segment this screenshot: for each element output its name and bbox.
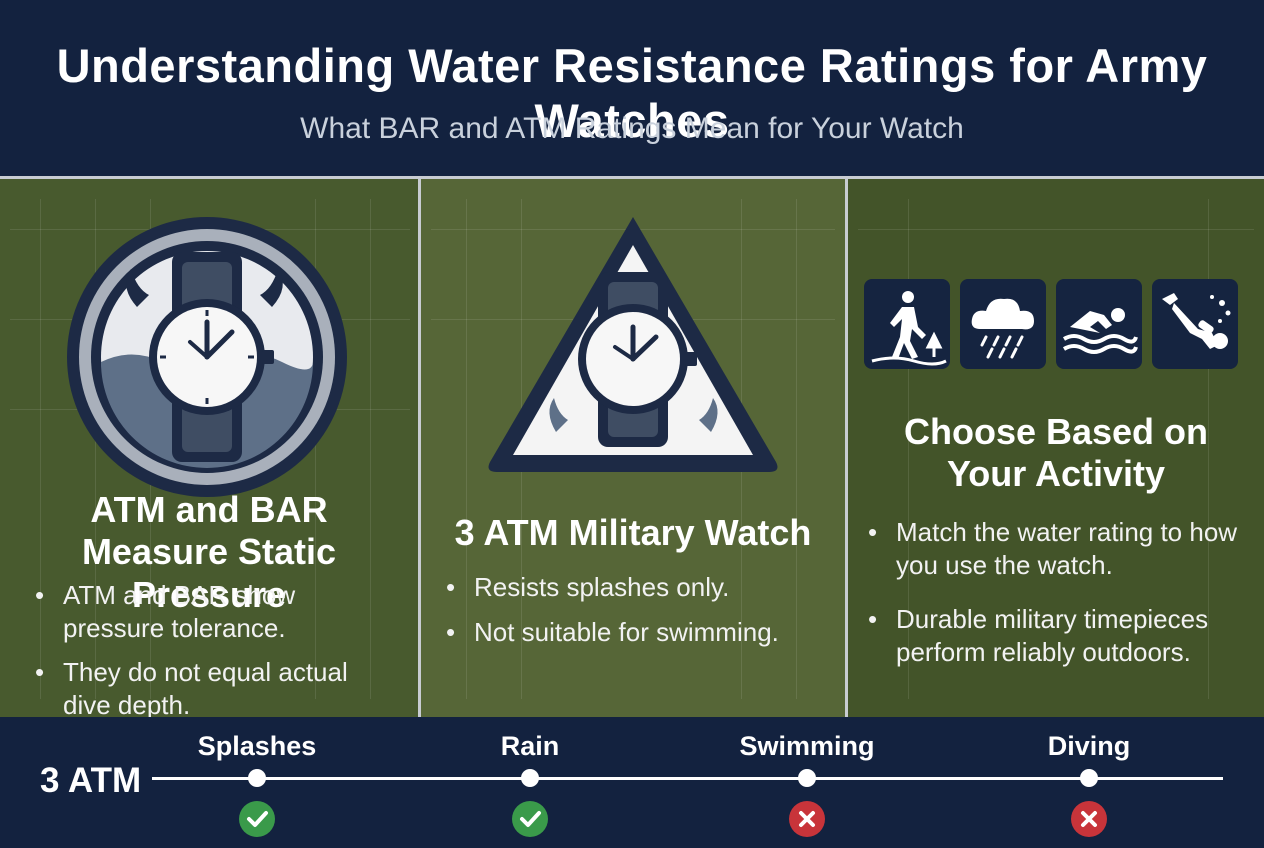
panels: ATM and BAR Measure Static Pressure ATM … <box>0 176 1264 717</box>
grid-line <box>370 199 371 699</box>
timeline-node <box>798 769 816 787</box>
bullet-item: Not suitable for swimming. <box>446 616 826 649</box>
bullet-list: Resists splashes only. Not suitable for … <box>446 571 826 660</box>
timeline-rating: 3 ATM <box>40 761 142 800</box>
timeline-label: Splashes <box>197 731 317 761</box>
grid-line <box>466 199 467 699</box>
hiking-icon <box>864 279 950 369</box>
header: Understanding Water Resistance Ratings f… <box>0 0 1264 176</box>
timeline-label: Diving <box>1047 731 1131 761</box>
timeline-node <box>248 769 266 787</box>
bullet-list: Match the water rating to how you use th… <box>868 516 1248 680</box>
cross-icon <box>789 801 825 837</box>
panel-3atm: 3 ATM Military Watch Resists splashes on… <box>421 179 845 717</box>
grid-line <box>858 229 1254 230</box>
grid-line <box>796 199 797 699</box>
check-icon <box>239 801 275 837</box>
bullet-item: Durable military timepieces perform reli… <box>868 603 1248 668</box>
panel-heading: 3 ATM Military Watch <box>454 512 812 553</box>
panel-activity: Choose Based on Your Activity Match the … <box>848 179 1264 717</box>
rain-icon <box>960 279 1046 369</box>
grid-line <box>1208 199 1209 699</box>
bullet-item: Resists splashes only. <box>446 571 826 604</box>
timeline-label: Swimming <box>739 731 875 761</box>
page-title: Understanding Water Resistance Ratings f… <box>56 39 1208 147</box>
swimming-icon <box>1056 279 1142 369</box>
page-subtitle: What BAR and ATM Ratings Mean for Your W… <box>300 112 964 145</box>
bullet-list: ATM and BAR show pressure tolerance. The… <box>35 579 375 717</box>
bullet-item: They do not equal actual dive depth. <box>35 656 375 717</box>
grid-line <box>315 199 316 699</box>
panel-atm-bar: ATM and BAR Measure Static Pressure ATM … <box>0 179 418 717</box>
cross-icon <box>1071 801 1107 837</box>
check-icon <box>512 801 548 837</box>
timeline-label: Rain <box>500 731 560 761</box>
activity-timeline: 3 ATM Splashes Rain Swimming Diving <box>0 717 1264 848</box>
bullet-item: ATM and BAR show pressure tolerance. <box>35 579 375 644</box>
bullet-item: Match the water rating to how you use th… <box>868 516 1248 581</box>
divider <box>845 179 848 717</box>
grid-line <box>95 199 96 699</box>
grid-line <box>40 199 41 699</box>
timeline-line <box>152 777 1223 780</box>
timeline-node <box>1080 769 1098 787</box>
watch-in-water-icon <box>67 217 347 497</box>
grid-line <box>908 199 909 699</box>
timeline-node <box>521 769 539 787</box>
warning-triangle-watch-icon <box>488 217 778 472</box>
panel-heading: Choose Based on Your Activity <box>903 411 1209 495</box>
divider <box>418 179 421 717</box>
diving-icon <box>1152 279 1238 369</box>
